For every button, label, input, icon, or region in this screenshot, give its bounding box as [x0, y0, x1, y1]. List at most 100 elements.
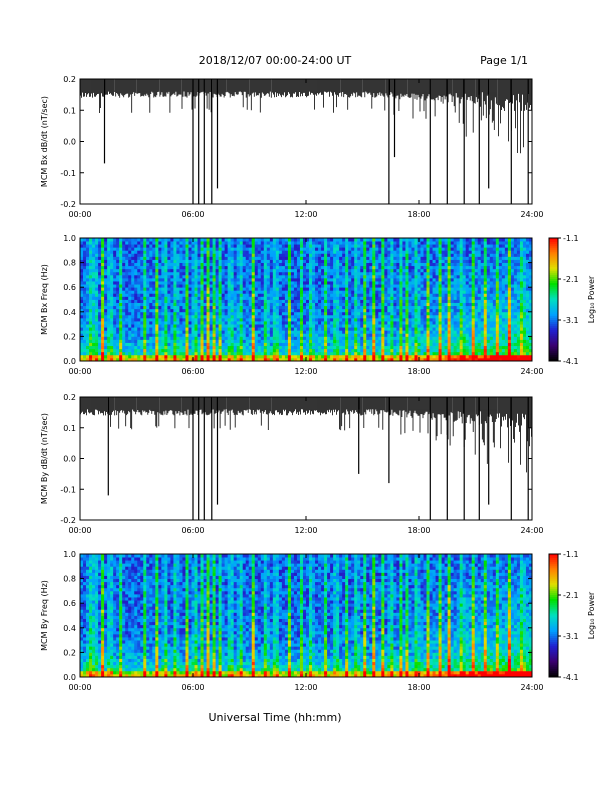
spectrogram-cell [411, 357, 415, 362]
spectrogram-cell [405, 354, 409, 359]
spectrogram-cell [302, 305, 307, 310]
spectrogram-cell [212, 277, 216, 282]
spectrogram-cell [227, 293, 232, 297]
spectrogram-cell [351, 324, 355, 328]
spectrogram-cell [333, 330, 337, 334]
spectrogram-cell [315, 324, 319, 328]
spectrogram-cell [215, 357, 220, 362]
spectrogram-cell [405, 351, 409, 356]
spectrogram-cell [92, 308, 96, 313]
spectrogram-cell [399, 296, 403, 300]
spectrogram-cell [302, 265, 307, 270]
spectrogram-cell [176, 308, 180, 313]
spectrogram-cell [248, 354, 253, 359]
spectrogram-cell [369, 256, 373, 260]
spectrogram-cell [86, 274, 90, 279]
spectrogram-cell [134, 247, 138, 251]
spectrogram-cell [86, 311, 90, 316]
spectrogram-cell [230, 277, 235, 282]
spectrogram-cell [405, 321, 409, 325]
spectrogram-cell [339, 351, 343, 356]
spectrogram-cell [119, 308, 123, 313]
spectrogram-cell [254, 265, 259, 270]
spectrogram-cell [296, 244, 301, 248]
spectrogram-cell [233, 293, 238, 297]
spectrogram-cell [375, 281, 379, 285]
spectrogram-cell [152, 354, 156, 359]
spectrogram-cell [284, 293, 289, 297]
spectrogram-cell [188, 262, 192, 267]
spectrogram-cell [266, 339, 271, 343]
spectrogram-cell [80, 339, 84, 343]
spectrogram-cell [438, 262, 442, 267]
spectrogram-cell [200, 238, 204, 242]
spectrogram-cell [143, 271, 147, 276]
spectrogram-cell [215, 348, 220, 353]
spectrogram-cell [251, 247, 256, 251]
spectrogram-cell [188, 314, 192, 319]
spectrogram-cell [185, 317, 189, 322]
spectrogram-cell [167, 357, 171, 362]
spectrogram-cell [378, 271, 382, 276]
spectrogram-cell [140, 317, 144, 322]
spectrogram-cell [110, 256, 114, 260]
spectrogram-cell [242, 299, 247, 303]
spectrogram-cell [173, 299, 177, 303]
spectrogram-cell [185, 259, 189, 263]
spectrogram-cell [239, 327, 244, 331]
spectrogram-cell [429, 247, 433, 251]
spectrogram-cell [309, 308, 313, 313]
spectrogram-cell [411, 339, 415, 343]
spectrogram-cell [218, 345, 223, 350]
spectrogram-cell [333, 339, 337, 343]
spectrogram-cell [366, 284, 370, 288]
spectrogram-cell [290, 241, 295, 245]
spectrogram-cell [200, 314, 204, 319]
spectrogram-cell [107, 321, 111, 325]
spectrogram-cell [221, 302, 226, 307]
spectrogram-cell [384, 317, 388, 322]
spectrogram-cell [309, 265, 313, 270]
spectrogram-cell [399, 317, 403, 322]
spectrogram-cell [272, 342, 277, 347]
spectrogram-cell [360, 308, 364, 313]
spectrogram-cell [435, 357, 439, 362]
spectrogram-cell [272, 244, 277, 248]
spectrogram-cell [251, 299, 256, 303]
spectrogram-cell [158, 327, 162, 331]
spectrogram-cell [260, 302, 265, 307]
spectrogram-cell [149, 293, 153, 297]
spectrogram-cell [444, 311, 449, 316]
spectrogram-cell [107, 290, 111, 294]
spectrogram-cell [215, 259, 220, 263]
spectrogram-cell [113, 271, 117, 276]
spectrogram-cell [275, 314, 280, 319]
spectrogram-cell [342, 290, 346, 294]
spectrogram-cell [284, 314, 289, 319]
spectrogram-cell [209, 265, 213, 270]
spectrogram-cell [161, 259, 165, 263]
spectrogram-cell [119, 351, 123, 356]
spectrogram-cell [167, 321, 171, 325]
spectrogram-cell [197, 284, 201, 288]
spectrogram-cell [278, 238, 283, 242]
spectrogram-cell [83, 339, 87, 343]
spectrogram-cell [396, 311, 400, 316]
spectrogram-cell [423, 317, 427, 322]
spectrogram-cell [336, 259, 340, 263]
spectrogram-cell [146, 250, 150, 254]
spectrogram-cell [167, 284, 171, 288]
spectrogram-cell [378, 327, 382, 331]
spectrogram-cell [152, 290, 156, 294]
spectrogram-cell [173, 357, 177, 362]
spectrogram-cell [393, 302, 397, 307]
spectrogram-cell [89, 238, 93, 242]
spectrogram-cell [360, 265, 364, 270]
spectrogram-cell [86, 351, 90, 356]
spectrogram-cell [89, 311, 93, 316]
spectrogram-cell [327, 247, 331, 251]
spectrogram-cell [248, 308, 253, 313]
spectrogram-cell [131, 238, 135, 242]
spectrogram-cell [375, 299, 379, 303]
spectrogram-cell [354, 265, 358, 270]
